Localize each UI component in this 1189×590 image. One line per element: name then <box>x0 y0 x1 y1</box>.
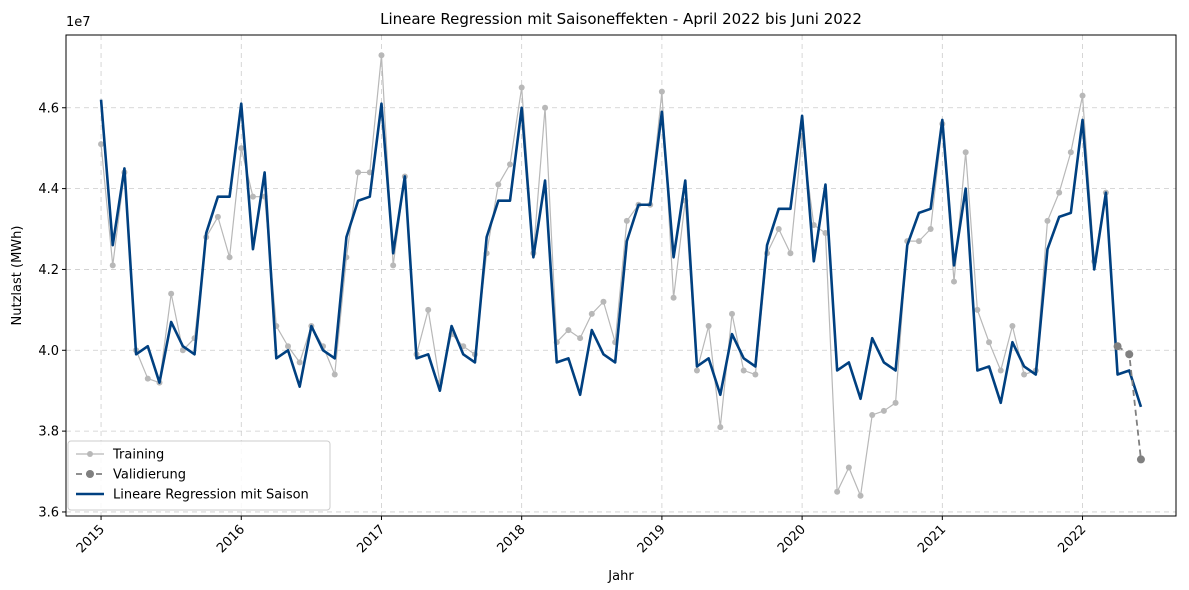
y-tick-label: 3.8 <box>38 425 59 440</box>
series-0 <box>98 52 1109 499</box>
y-tick-label: 4.4 <box>38 182 59 197</box>
y-tick-label: 3.6 <box>38 505 59 520</box>
data-point <box>717 424 724 431</box>
legend-label: Validierung <box>113 468 186 483</box>
data-point <box>974 306 981 313</box>
legend-marker <box>86 470 94 478</box>
data-point <box>1113 342 1122 351</box>
data-point <box>670 294 677 301</box>
x-tick-label: 2015 <box>74 522 108 556</box>
data-point <box>775 226 782 233</box>
data-point <box>390 262 397 269</box>
data-point <box>1044 217 1051 224</box>
data-point <box>238 145 245 152</box>
data-point <box>296 359 303 366</box>
chart-title: Lineare Regression mit Saisoneffekten - … <box>380 10 862 28</box>
data-point <box>927 226 934 233</box>
data-point <box>915 238 922 245</box>
series-layer <box>98 52 1145 499</box>
data-point <box>1009 323 1016 330</box>
axes-frame <box>65 34 1177 517</box>
data-point <box>623 217 630 224</box>
data-point <box>98 141 105 148</box>
legend-label: Lineare Regression mit Saison <box>113 488 309 503</box>
data-point <box>577 335 584 342</box>
data-point <box>507 161 513 168</box>
data-point <box>144 375 151 382</box>
data-point <box>249 193 256 200</box>
data-point <box>1056 189 1063 196</box>
data-point <box>600 298 607 305</box>
data-point <box>740 367 747 374</box>
data-point <box>1136 455 1145 464</box>
series-2 <box>99 99 1143 408</box>
data-point <box>168 290 175 297</box>
x-tick-label: 2021 <box>915 522 949 556</box>
data-point <box>892 399 899 406</box>
data-point <box>752 371 759 378</box>
data-point <box>378 52 385 59</box>
y-tick-label: 4.2 <box>38 263 59 278</box>
data-point <box>542 104 549 111</box>
data-point <box>214 213 221 220</box>
data-point <box>285 343 291 350</box>
data-point <box>425 306 432 313</box>
data-point <box>880 407 887 414</box>
data-point <box>518 84 525 91</box>
data-point <box>588 310 595 317</box>
series-1 <box>1113 342 1145 464</box>
y-tick-label: 4.0 <box>38 344 59 359</box>
data-point <box>1067 149 1074 156</box>
x-tick-label: 2018 <box>495 522 529 556</box>
data-point <box>986 339 993 346</box>
series-line <box>100 54 1107 497</box>
y-tick-label: 4.6 <box>38 101 59 116</box>
data-point <box>693 367 700 374</box>
data-point <box>729 310 735 317</box>
series-line <box>1117 345 1142 460</box>
data-point <box>1125 350 1134 359</box>
data-point <box>331 371 338 378</box>
x-axis-label: Jahr <box>607 569 634 584</box>
data-point <box>355 169 362 176</box>
data-point <box>1021 371 1028 378</box>
data-point <box>366 169 373 176</box>
legend-box <box>67 440 331 511</box>
x-tick-label: 2020 <box>775 522 809 556</box>
x-tick-label: 2019 <box>635 522 669 556</box>
data-point <box>869 411 876 418</box>
y-offset-label: 1e7 <box>66 15 91 30</box>
data-point <box>495 181 502 188</box>
legend-marker <box>87 451 93 457</box>
data-point <box>705 323 712 330</box>
data-point <box>834 488 841 495</box>
x-tick-label: 2017 <box>354 522 388 556</box>
data-point <box>845 464 852 471</box>
data-point <box>857 492 864 499</box>
y-axis-label: Nutzlast (MWh) <box>10 226 25 326</box>
data-point <box>962 149 969 156</box>
data-point <box>109 262 116 269</box>
data-point <box>1079 92 1086 99</box>
data-point <box>787 250 794 257</box>
data-point <box>951 278 957 285</box>
data-point <box>658 88 665 95</box>
data-point <box>997 367 1004 374</box>
data-point <box>822 230 829 237</box>
legend: Training Validierung Lineare Regression mi… <box>67 440 331 511</box>
series-line <box>99 99 1143 408</box>
data-point <box>565 327 572 334</box>
x-tick-label: 2022 <box>1055 522 1089 556</box>
data-point <box>226 254 233 261</box>
x-tick-label: 2016 <box>214 522 248 556</box>
legend-label: Training <box>112 448 164 463</box>
